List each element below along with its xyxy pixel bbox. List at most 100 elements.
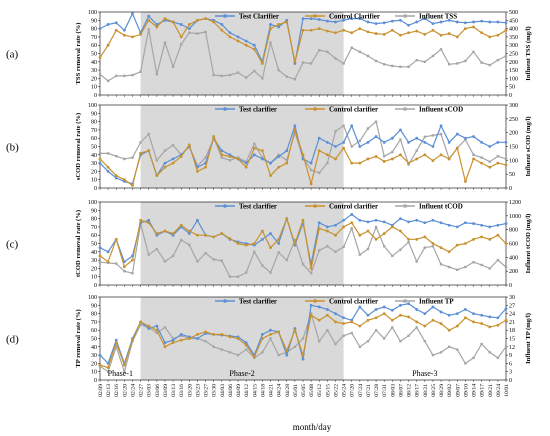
legend-marker xyxy=(403,14,407,18)
data-point xyxy=(423,312,427,315)
data-point xyxy=(115,345,118,348)
data-point xyxy=(326,50,329,54)
data-point xyxy=(407,302,410,306)
left-tick-label: 70 xyxy=(91,128,97,134)
data-point xyxy=(391,150,394,154)
data-point xyxy=(155,174,159,177)
data-point xyxy=(431,218,435,222)
right-tick-label: 200 xyxy=(509,269,518,275)
data-point xyxy=(277,25,281,29)
data-point xyxy=(188,243,191,247)
data-point xyxy=(447,63,451,66)
data-point xyxy=(366,318,370,322)
data-point xyxy=(261,337,264,340)
data-point xyxy=(431,353,435,357)
data-point xyxy=(423,235,427,239)
x-tick-label: 04/15 xyxy=(252,384,258,397)
right-tick-label: 200 xyxy=(509,131,518,137)
data-point xyxy=(204,30,207,34)
data-point xyxy=(277,165,281,169)
data-point xyxy=(293,131,297,134)
phase-2-shade xyxy=(140,202,344,285)
right-tick-label: 250 xyxy=(509,52,518,58)
data-point xyxy=(139,320,143,324)
data-point xyxy=(374,135,378,138)
data-point xyxy=(317,318,321,322)
data-point xyxy=(496,161,500,165)
left-tick-label: 30 xyxy=(91,353,97,359)
data-point xyxy=(115,262,118,265)
x-tick-label: 04/09 xyxy=(236,384,242,397)
data-point xyxy=(236,35,240,39)
legend-label: Control clarifier xyxy=(329,106,378,114)
data-point xyxy=(317,227,321,230)
data-point xyxy=(334,312,337,315)
legend-marker xyxy=(223,107,227,111)
left-tick-label: 100 xyxy=(88,10,97,16)
x-tick-label: 04/12 xyxy=(244,384,250,397)
data-point xyxy=(431,245,435,248)
data-point xyxy=(114,176,118,180)
data-point xyxy=(309,62,313,65)
data-point xyxy=(407,334,410,337)
data-point xyxy=(147,132,150,136)
x-tick-label: 05/24 xyxy=(342,384,348,397)
data-point xyxy=(220,332,224,336)
data-point xyxy=(139,141,142,144)
data-point xyxy=(423,246,426,249)
data-point xyxy=(131,184,134,187)
data-point xyxy=(439,33,443,37)
data-point xyxy=(228,159,232,162)
left-tick-label: 60 xyxy=(91,233,97,239)
data-point xyxy=(179,332,183,336)
data-point xyxy=(334,145,337,148)
data-point xyxy=(106,43,110,47)
data-point xyxy=(106,366,110,369)
data-point xyxy=(318,171,321,174)
data-point xyxy=(390,136,394,140)
data-point xyxy=(399,65,402,68)
x-tick-label: 03/03 xyxy=(147,384,153,397)
data-point xyxy=(439,310,443,314)
data-point xyxy=(488,145,492,148)
right-tick-label: 0 xyxy=(509,378,512,384)
data-point xyxy=(415,20,419,24)
left-tick-label: 60 xyxy=(91,328,97,334)
data-point xyxy=(309,17,313,21)
data-point xyxy=(98,260,102,264)
data-point xyxy=(269,232,272,235)
data-point xyxy=(261,264,264,267)
data-point xyxy=(366,157,370,161)
data-point xyxy=(180,43,183,46)
data-point xyxy=(423,17,427,21)
data-point xyxy=(488,315,492,319)
data-point xyxy=(301,263,305,266)
data-point xyxy=(472,20,475,24)
data-point xyxy=(399,229,402,233)
data-point xyxy=(204,17,207,21)
data-point xyxy=(139,33,143,36)
data-point xyxy=(236,353,240,357)
left-tick-label: 90 xyxy=(91,111,97,117)
data-point xyxy=(122,265,126,269)
data-point xyxy=(171,157,175,161)
data-point xyxy=(464,136,467,140)
data-point xyxy=(196,170,199,173)
data-point xyxy=(431,145,435,148)
data-point xyxy=(366,313,370,317)
x-tick-label: 03/13 xyxy=(171,384,177,397)
data-point xyxy=(407,140,410,144)
left-tick-label: 10 xyxy=(91,370,97,376)
legend-marker xyxy=(403,299,407,303)
data-point xyxy=(496,233,500,237)
x-tick-label: 03/06 xyxy=(155,384,161,397)
data-point xyxy=(325,19,329,23)
data-point xyxy=(98,161,102,165)
data-point xyxy=(464,316,467,320)
data-point xyxy=(439,132,443,136)
data-point xyxy=(382,312,386,315)
left-tick-label: 80 xyxy=(91,217,97,223)
left-tick-label: 20 xyxy=(91,169,97,175)
right-tick-label: 200 xyxy=(509,60,518,66)
x-tick-label: 09/24 xyxy=(496,384,502,397)
